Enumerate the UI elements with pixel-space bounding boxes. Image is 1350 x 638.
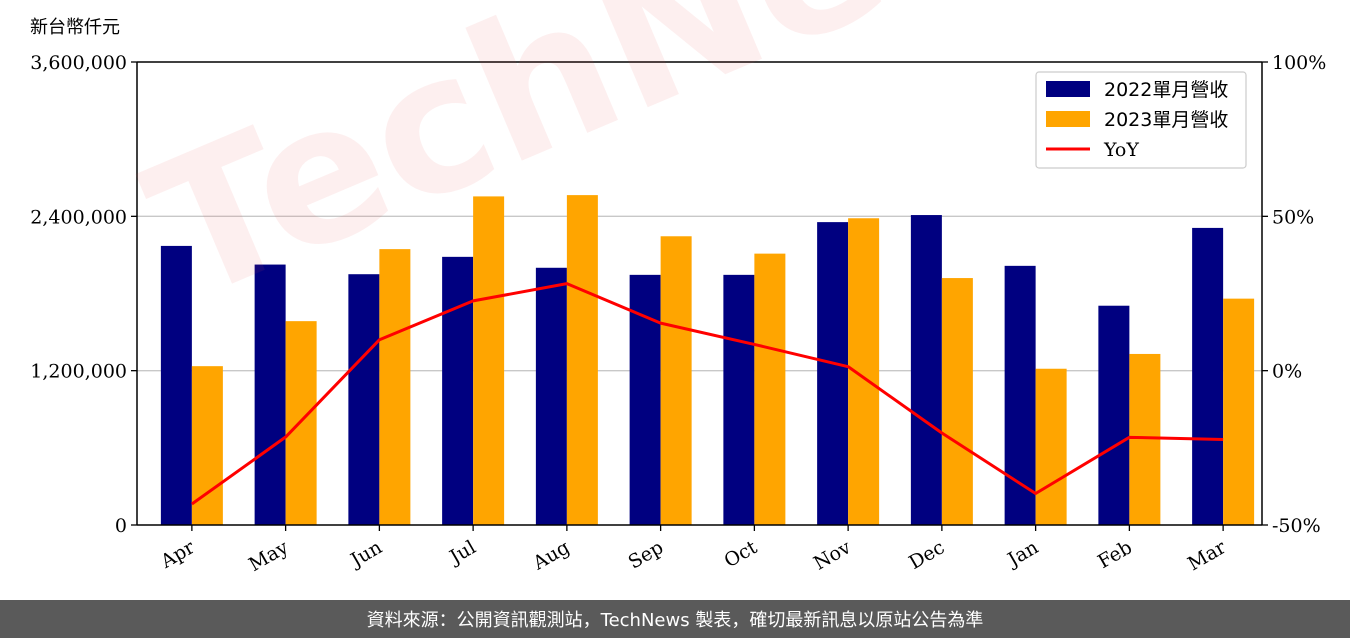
bar-2023 xyxy=(1129,353,1161,525)
x-tick-label: Aug xyxy=(528,536,573,575)
y-axis-label: 新台幣仟元 xyxy=(30,17,120,38)
x-tick-label: Dec xyxy=(905,536,948,574)
bar-2022 xyxy=(723,274,755,525)
bar-2023 xyxy=(754,253,786,525)
x-tick-label: Nov xyxy=(810,536,855,575)
x-tick-label: May xyxy=(245,536,292,576)
legend-label: YoY xyxy=(1103,139,1139,161)
bar-2023 xyxy=(379,249,411,526)
bar-2022 xyxy=(817,222,849,525)
yoy-line xyxy=(191,282,1224,506)
bar-2022 xyxy=(910,215,942,525)
bar-2023 xyxy=(660,236,692,525)
source-footer: 資料來源：公開資訊觀測站，TechNews 製表，確切最新訊息以原站公告為準 xyxy=(0,600,1350,638)
legend-label: 2022單月營收 xyxy=(1104,79,1228,101)
y-tick-label: 1,200,000 xyxy=(30,361,127,383)
legend-swatch xyxy=(1046,81,1090,97)
y-tick-label: 3,600,000 xyxy=(30,52,127,74)
x-tick-label: Oct xyxy=(721,536,762,572)
bar-2022 xyxy=(254,264,286,525)
bar-2022 xyxy=(1098,305,1130,525)
source-footer-text: 資料來源：公開資訊觀測站，TechNews 製表，確切最新訊息以原站公告為準 xyxy=(366,610,984,631)
legend-label: 2023單月營收 xyxy=(1104,109,1228,131)
bar-2022 xyxy=(535,267,567,525)
y2-tick-label: 0% xyxy=(1272,361,1302,383)
x-tick-label: Jul xyxy=(444,536,479,569)
bar-2022 xyxy=(348,274,380,525)
bar-2022 xyxy=(1192,227,1224,526)
x-tick-label: Apr xyxy=(156,536,199,573)
x-tick-label: Jun xyxy=(345,536,386,572)
y-tick-label: 0 xyxy=(115,515,127,537)
bar-2023 xyxy=(566,195,598,526)
bar-2023 xyxy=(941,278,973,525)
y2-tick-label: -50% xyxy=(1272,515,1321,537)
chart-svg: 0 1,200,000 2,400,000 3,600,000 -50% 0% 50% 100… xyxy=(30,17,1326,576)
y-tick-label: 2,400,000 xyxy=(30,206,127,228)
x-tick-label: Sep xyxy=(625,536,668,573)
bar-2022 xyxy=(1004,265,1036,525)
x-tick-label: Feb xyxy=(1094,536,1136,573)
x-tick-label: Jan xyxy=(1002,536,1042,572)
bar-2023 xyxy=(1035,368,1067,525)
chart-area: 0 1,200,000 2,400,000 3,600,000 -50% 0% 50% 100… xyxy=(30,17,1326,576)
bar-2022 xyxy=(160,245,192,526)
legend-swatch xyxy=(1046,111,1090,127)
y2-tick-label: 50% xyxy=(1272,206,1314,228)
bar-2023 xyxy=(1223,298,1255,525)
x-tick-label: Mar xyxy=(1184,536,1230,575)
bar-2023 xyxy=(473,196,505,525)
y2-tick-label: 100% xyxy=(1272,52,1326,74)
bar-2022 xyxy=(442,256,474,525)
